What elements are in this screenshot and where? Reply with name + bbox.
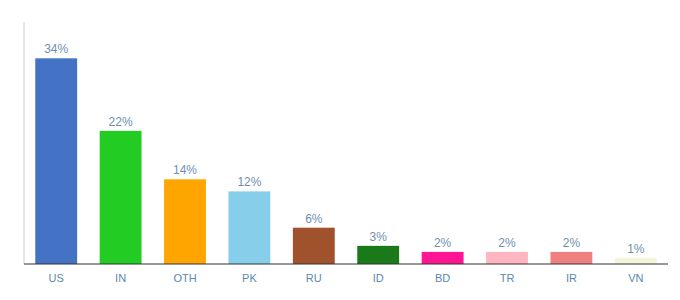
data-label: 3% (370, 230, 388, 244)
bar (100, 131, 142, 264)
bar (293, 228, 335, 264)
data-label: 2% (563, 236, 581, 250)
x-tick-labels: US IN OTH PK RU ID BD TR IR VN (49, 272, 644, 284)
data-label: 14% (173, 163, 197, 177)
chart: 34% 22% 14% 12% 6% 3% 2% 2% 2% 1% US IN OTH PK RU ID BD T… (0, 0, 680, 300)
x-tick-label: ID (373, 272, 384, 284)
data-label: 2% (498, 236, 516, 250)
x-tick-label: OTH (173, 272, 196, 284)
x-tick-label: IR (566, 272, 577, 284)
data-label: 2% (434, 236, 452, 250)
data-label: 1% (627, 242, 645, 256)
x-tick-label: PK (242, 272, 257, 284)
x-tick-label: RU (306, 272, 322, 284)
bar (35, 58, 77, 264)
data-label: 22% (109, 115, 133, 129)
data-label: 6% (305, 212, 323, 226)
bar (615, 258, 657, 264)
bar (422, 252, 464, 264)
data-label: 12% (237, 175, 261, 189)
x-tick-label: US (49, 272, 64, 284)
bar (486, 252, 528, 264)
bar (228, 191, 270, 264)
y-axis-line (24, 22, 25, 264)
x-tick-label: BD (435, 272, 450, 284)
bar (357, 246, 399, 264)
bars (35, 58, 656, 264)
data-labels: 34% 22% 14% 12% 6% 3% 2% 2% 2% 1% (44, 42, 645, 256)
bar (164, 179, 206, 264)
x-tick-label: VN (628, 272, 643, 284)
x-tick-label: TR (500, 272, 515, 284)
x-axis-line (24, 263, 668, 264)
x-tick-label: IN (115, 272, 126, 284)
bar (550, 252, 592, 264)
chart-container: 34% 22% 14% 12% 6% 3% 2% 2% 2% 1% US IN OTH PK RU ID BD T… (0, 0, 680, 300)
data-label: 34% (44, 42, 68, 56)
